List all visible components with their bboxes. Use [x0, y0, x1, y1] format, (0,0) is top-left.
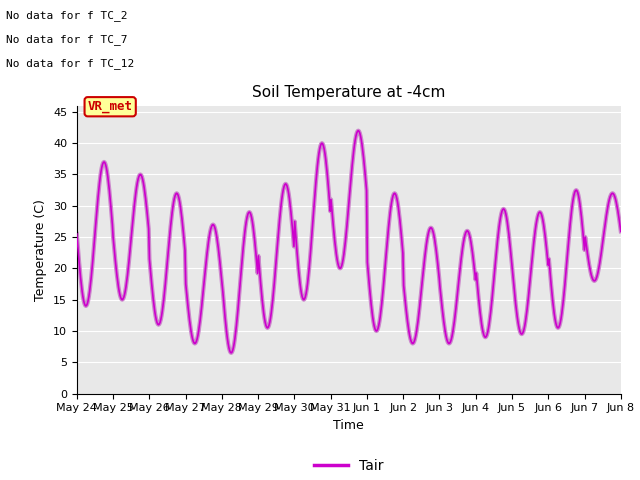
Title: Soil Temperature at -4cm: Soil Temperature at -4cm [252, 85, 445, 100]
Text: No data for f TC_12: No data for f TC_12 [6, 58, 134, 69]
X-axis label: Time: Time [333, 419, 364, 432]
Text: No data for f TC_2: No data for f TC_2 [6, 10, 128, 21]
Legend: Tair: Tair [308, 454, 390, 479]
Text: VR_met: VR_met [88, 100, 132, 113]
Text: No data for f TC_7: No data for f TC_7 [6, 34, 128, 45]
Y-axis label: Temperature (C): Temperature (C) [35, 199, 47, 300]
